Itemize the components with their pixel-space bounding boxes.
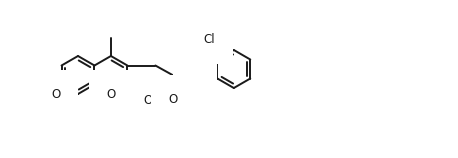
- Text: N: N: [182, 55, 191, 67]
- Text: O: O: [51, 88, 60, 100]
- Text: O: O: [169, 93, 178, 106]
- Text: Cl: Cl: [203, 33, 215, 46]
- Text: O: O: [144, 94, 153, 107]
- Text: H: H: [191, 55, 200, 67]
- Text: O: O: [106, 88, 115, 100]
